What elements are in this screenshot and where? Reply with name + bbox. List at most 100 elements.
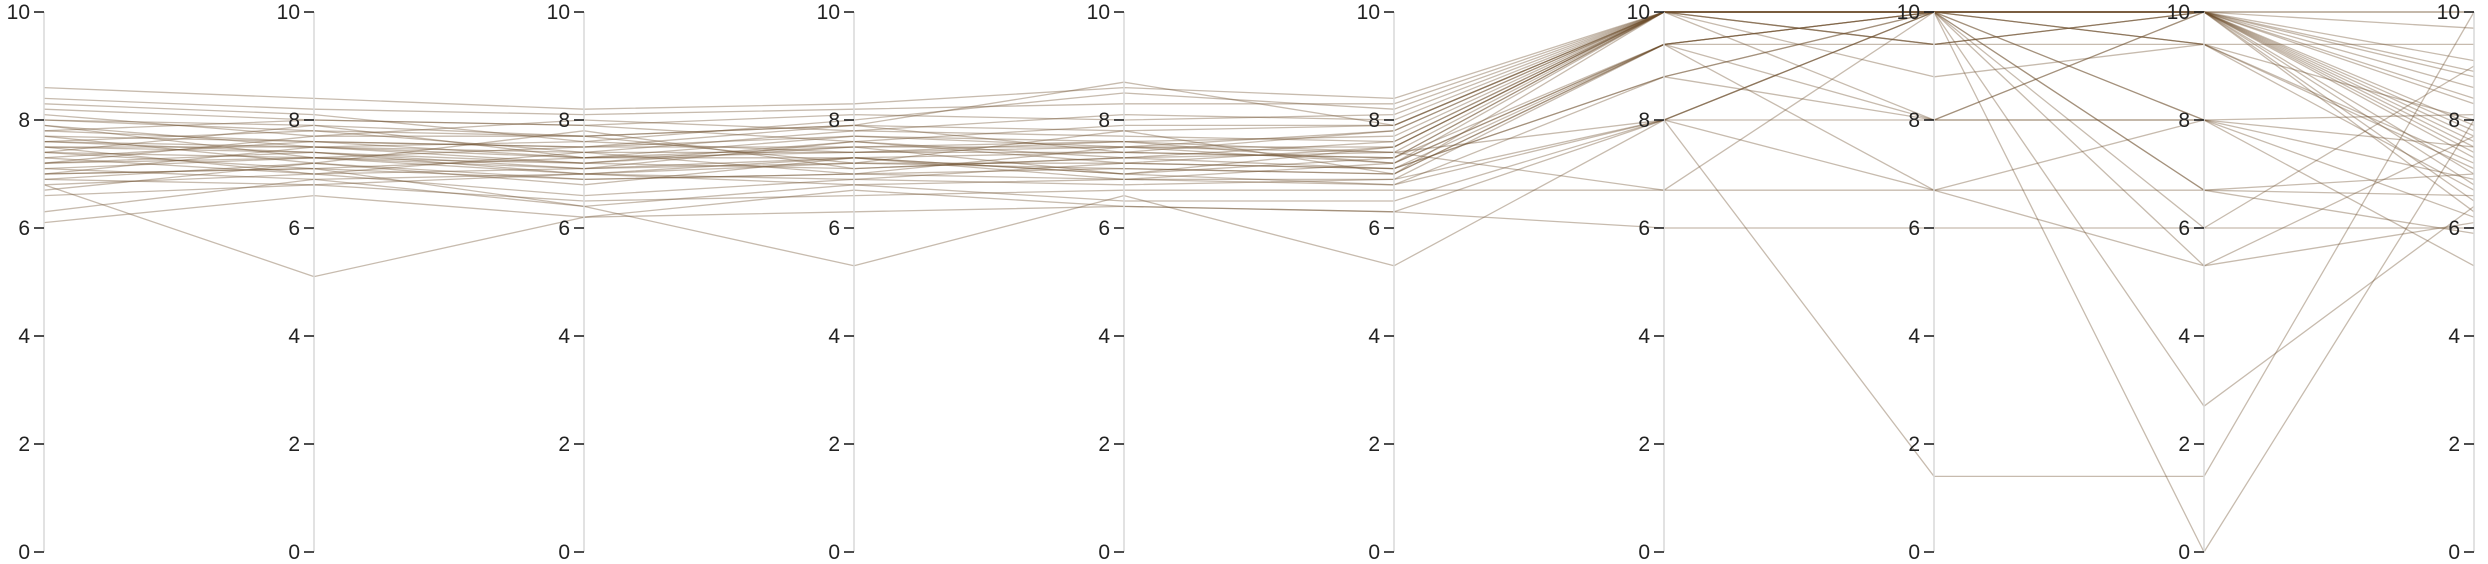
tick-label: 8 <box>288 109 300 132</box>
tick-label: 4 <box>288 325 300 348</box>
series-line-32 <box>43 11 2475 407</box>
series-line-18 <box>43 11 2475 213</box>
series-line-24 <box>43 11 2475 110</box>
tick-label: 2 <box>1368 433 1380 456</box>
tick-label: 2 <box>828 433 840 456</box>
tick-label: 10 <box>1897 1 1920 24</box>
series-line-27 <box>43 11 2475 191</box>
series-line-20 <box>43 11 2475 191</box>
tick-label: 0 <box>828 541 840 564</box>
tick-label: 6 <box>2448 217 2460 240</box>
series-line-33 <box>43 11 2475 553</box>
series-line-2 <box>43 11 2475 148</box>
tick-label: 0 <box>288 541 300 564</box>
tick-label: 4 <box>1908 325 1920 348</box>
series-line-37 <box>43 11 2475 229</box>
tick-label: 8 <box>2178 109 2190 132</box>
axis-1: 0 2 4 6 8 10 <box>277 1 315 564</box>
tick-label: 8 <box>828 109 840 132</box>
tick-label: 2 <box>288 433 300 456</box>
series-line-30 <box>43 184 2474 278</box>
series-line-9 <box>43 11 2475 170</box>
axis-4: 0 2 4 6 8 10 <box>1087 1 1125 564</box>
tick-label: 8 <box>1368 109 1380 132</box>
series-line-6 <box>43 11 2475 197</box>
series-line-8 <box>43 11 2475 154</box>
tick-label: 6 <box>1908 217 1920 240</box>
tick-label: 0 <box>1908 541 1920 564</box>
series-line-4 <box>43 11 2475 137</box>
tick-label: 4 <box>2178 325 2190 348</box>
tick-label: 4 <box>2448 325 2460 348</box>
series-line-22 <box>43 11 2475 175</box>
series-line-28 <box>43 11 2475 143</box>
tick-label: 8 <box>1908 109 1920 132</box>
tick-label: 6 <box>288 217 300 240</box>
axis-2: 0 2 4 6 8 10 <box>547 1 585 564</box>
tick-label: 6 <box>828 217 840 240</box>
tick-label: 10 <box>1357 1 1380 24</box>
tick-label: 0 <box>1638 541 1650 564</box>
tick-label: 2 <box>558 433 570 456</box>
tick-label: 4 <box>18 325 30 348</box>
series-line-15 <box>43 11 2475 170</box>
tick-label: 10 <box>1087 1 1110 24</box>
series-line-23 <box>43 11 2475 159</box>
tick-label: 0 <box>558 541 570 564</box>
series-line-29 <box>43 119 2475 224</box>
series-line-0 <box>44 11 2474 159</box>
tick-label: 0 <box>2448 541 2460 564</box>
series-lines <box>43 11 2475 553</box>
series-line-19 <box>43 11 2474 143</box>
tick-label: 2 <box>18 433 30 456</box>
tick-label: 4 <box>1368 325 1380 348</box>
axis-8: 0 2 4 6 8 10 <box>2167 1 2205 564</box>
tick-label: 2 <box>1638 433 1650 456</box>
series-line-35 <box>43 11 2475 267</box>
series-line-7 <box>43 11 2475 127</box>
tick-label: 6 <box>18 217 30 240</box>
tick-label: 8 <box>1098 109 1110 132</box>
series-line-38 <box>43 43 2475 267</box>
tick-label: 10 <box>277 1 300 24</box>
tick-label: 6 <box>1368 217 1380 240</box>
tick-label: 6 <box>1098 217 1110 240</box>
tick-label: 10 <box>2437 1 2460 24</box>
series-line-13 <box>43 11 2475 202</box>
tick-label: 10 <box>7 1 30 24</box>
tick-label: 2 <box>1908 433 1920 456</box>
tick-label: 0 <box>18 541 30 564</box>
series-line-39 <box>43 11 2474 175</box>
tick-label: 8 <box>2448 109 2460 132</box>
series-line-36 <box>43 135 2475 191</box>
tick-label: 0 <box>1098 541 1110 564</box>
axis-0: 0 2 4 6 8 10 <box>7 1 45 564</box>
series-line-31 <box>43 11 2475 478</box>
tick-label: 6 <box>1638 217 1650 240</box>
series-line-26 <box>43 11 2475 164</box>
tick-label: 10 <box>547 1 570 24</box>
axis-7: 0 2 4 6 8 10 <box>1897 1 1935 564</box>
tick-label: 0 <box>2178 541 2190 564</box>
series-line-3 <box>43 11 2475 181</box>
series-line-10 <box>43 11 2475 154</box>
tick-label: 2 <box>2178 433 2190 456</box>
tick-label: 4 <box>1638 325 1650 348</box>
tick-label: 8 <box>558 109 570 132</box>
axis-3: 0 2 4 6 8 10 <box>817 1 855 564</box>
axes: 0 2 4 6 8 10 0 2 4 6 8 10 0 2 4 6 8 10 0 2 4 6 8 10 0 2 4 6 8 10 0 2 4 6 8… <box>7 1 2475 564</box>
series-line-25 <box>43 11 2475 213</box>
tick-label: 10 <box>817 1 840 24</box>
tick-label: 6 <box>2178 217 2190 240</box>
tick-label: 10 <box>1627 1 1650 24</box>
tick-label: 2 <box>1098 433 1110 456</box>
tick-label: 8 <box>1638 109 1650 132</box>
tick-label: 2 <box>2448 433 2460 456</box>
series-line-17 <box>43 11 2475 175</box>
tick-label: 4 <box>558 325 570 348</box>
series-line-11 <box>43 119 2475 186</box>
series-line-12 <box>43 11 2475 116</box>
tick-label: 6 <box>558 217 570 240</box>
tick-label: 10 <box>2167 1 2190 24</box>
